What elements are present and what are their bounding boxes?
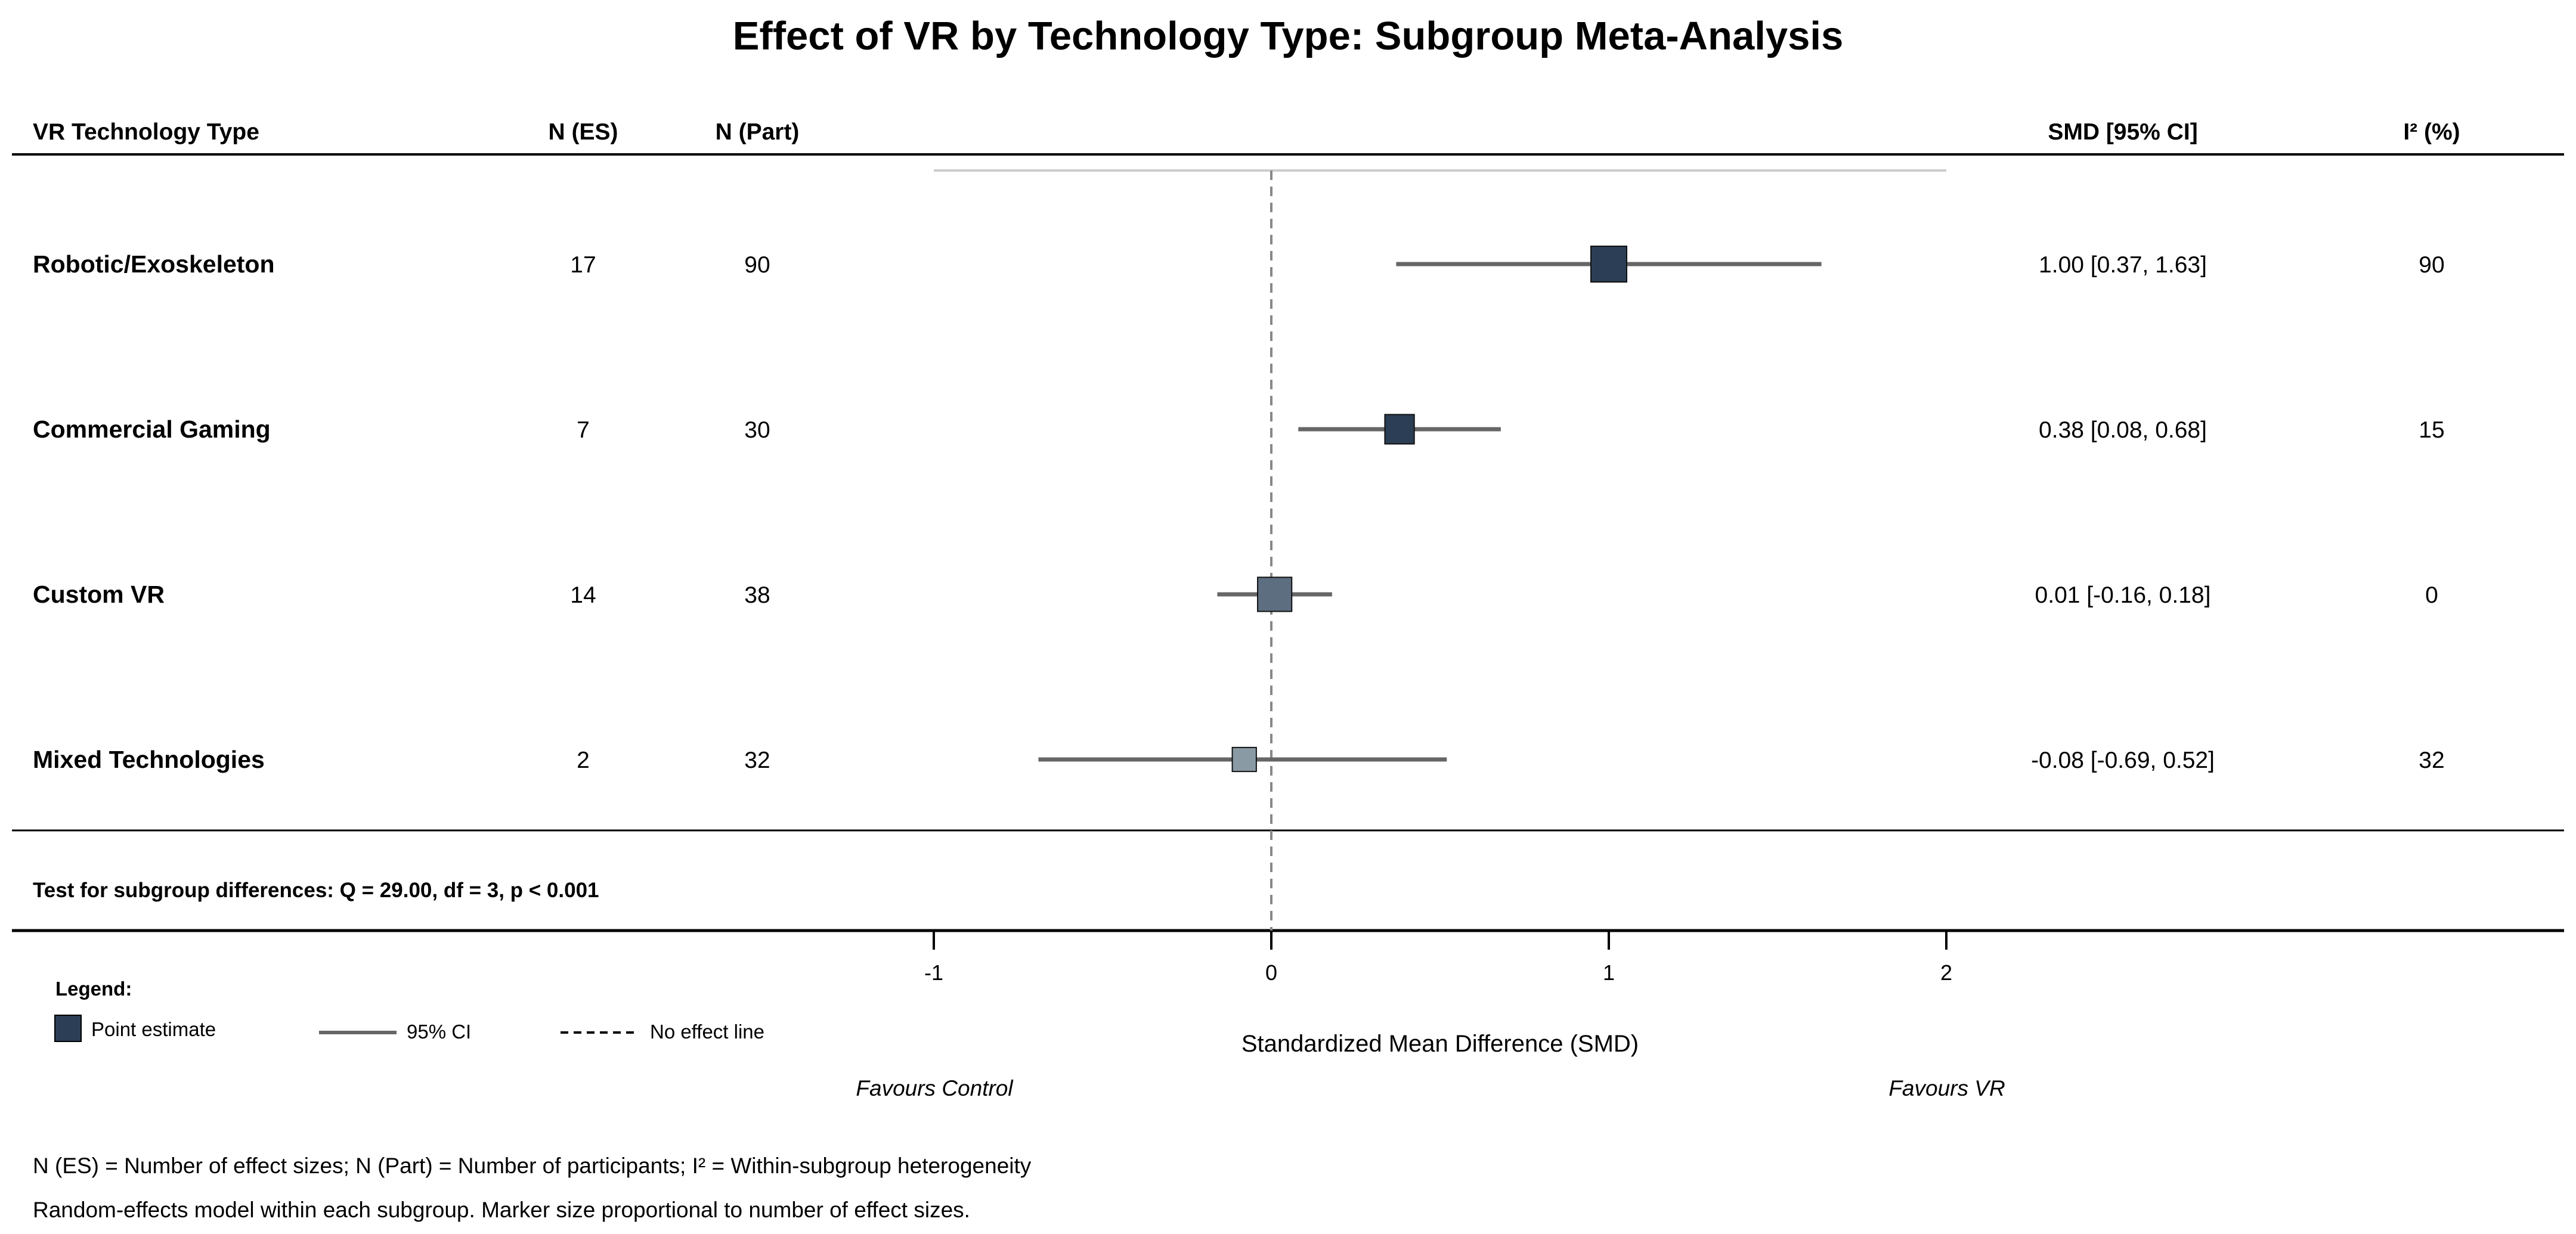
- footnote-1: N (ES) = Number of effect sizes; N (Part…: [33, 1154, 1032, 1178]
- x-tick-label: 2: [1940, 960, 1952, 985]
- chart-title: Effect of VR by Technology Type: Subgrou…: [733, 14, 1844, 58]
- row-i2: 90: [2419, 252, 2444, 278]
- row-n-es: 2: [577, 748, 590, 773]
- row-label: Mixed Technologies: [33, 746, 265, 773]
- subgroup-test: Test for subgroup differences: Q = 29.00…: [33, 879, 599, 902]
- legend: Legend: Point estimate 95% CI No effect …: [54, 978, 764, 1043]
- header-smd-ci: SMD [95% CI]: [2048, 119, 2197, 145]
- row-i2: 0: [2425, 582, 2438, 608]
- forest-row: Commercial Gaming 7 30 0.38 [0.08, 0.68] 15: [33, 414, 2445, 445]
- row-n-part: 32: [744, 748, 770, 773]
- forest-row: Robotic/Exoskeleton 17 90 1.00 [0.37, 1.63]…: [33, 246, 2445, 283]
- favours-control-label: Favours Control: [856, 1076, 1014, 1100]
- legend-ci-label: 95% CI: [407, 1021, 471, 1043]
- point-estimate-marker: [1384, 414, 1415, 445]
- row-n-part: 30: [744, 417, 770, 443]
- row-n-es: 14: [570, 582, 596, 608]
- forest-row: Custom VR 14 38 0.01 [-0.16, 0.18] 0: [33, 576, 2438, 612]
- header-i2: I² (%): [2403, 119, 2460, 145]
- row-n-es: 17: [570, 252, 596, 278]
- x-axis-label: Standardized Mean Difference (SMD): [1241, 1031, 1639, 1057]
- row-n-part: 90: [744, 252, 770, 278]
- point-estimate-marker: [1231, 746, 1257, 773]
- footnote-2: Random-effects model within each subgrou…: [33, 1198, 970, 1222]
- x-axis-ticks: -1 0 1 2: [924, 931, 1952, 985]
- forest-rows: Robotic/Exoskeleton 17 90 1.00 [0.37, 1.63]…: [33, 246, 2445, 773]
- legend-title: Legend:: [55, 978, 132, 1000]
- legend-point-marker: [54, 1015, 82, 1042]
- legend-null-label: No effect line: [650, 1021, 764, 1043]
- row-n-es: 7: [577, 417, 590, 443]
- row-smd-ci: 0.38 [0.08, 0.68]: [2039, 417, 2207, 443]
- row-smd-ci: -0.08 [-0.69, 0.52]: [2031, 748, 2215, 773]
- header-n-es: N (ES): [549, 119, 618, 145]
- row-label: Commercial Gaming: [33, 416, 271, 443]
- row-smd-ci: 0.01 [-0.16, 0.18]: [2035, 582, 2211, 608]
- row-i2: 15: [2419, 417, 2444, 443]
- point-estimate-marker: [1590, 246, 1627, 283]
- row-i2: 32: [2419, 748, 2444, 773]
- x-tick-label: 0: [1265, 960, 1277, 985]
- row-smd-ci: 1.00 [0.37, 1.63]: [2039, 252, 2207, 278]
- x-tick-label: 1: [1603, 960, 1615, 985]
- row-n-part: 38: [744, 582, 770, 608]
- row-label: Robotic/Exoskeleton: [33, 250, 275, 278]
- row-label: Custom VR: [33, 581, 165, 608]
- favours-vr-label: Favours VR: [1888, 1076, 2005, 1100]
- header-n-part: N (Part): [716, 119, 800, 145]
- header-label: VR Technology Type: [33, 119, 259, 145]
- x-tick-label: -1: [924, 960, 943, 985]
- legend-point-label: Point estimate: [91, 1018, 216, 1040]
- point-estimate-marker: [1257, 576, 1293, 612]
- forest-row: Mixed Technologies 2 32 -0.08 [-0.69, 0.52]…: [33, 746, 2445, 773]
